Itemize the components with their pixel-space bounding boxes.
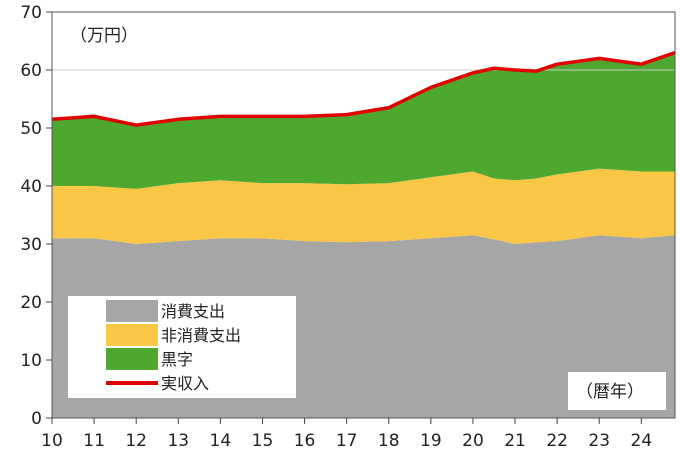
legend-label: 実収入	[161, 374, 209, 393]
x-axis: 10 11 12 13 14 15 16 17 18 19 20 21 22 23 24	[41, 418, 652, 451]
y-tick-label: 0	[31, 409, 42, 429]
x-tick-label: 18	[378, 431, 400, 451]
legend-label: 黒字	[161, 350, 193, 369]
legend-swatch	[106, 381, 158, 385]
x-tick-label: 20	[462, 431, 484, 451]
legend-label: 非消費支出	[161, 326, 241, 345]
y-tick-label: 30	[20, 235, 42, 255]
legend-label: 消費支出	[161, 302, 225, 321]
series-area-非消費支出	[52, 168, 675, 244]
y-tick-label: 20	[20, 293, 42, 313]
y-axis: 0 10 20 30 40 50 60 70	[20, 3, 52, 429]
plot-frame	[51, 11, 676, 419]
x-tick-label: 11	[83, 431, 105, 451]
x-tick-label: 10	[41, 431, 63, 451]
y-tick-label: 40	[20, 177, 42, 197]
x-tick-label: 16	[294, 431, 316, 451]
series-line-実収入	[51, 50, 676, 127]
x-tick-label: 15	[252, 431, 274, 451]
legend-swatch	[106, 324, 158, 346]
x-tick-label: 22	[546, 431, 568, 451]
legend-swatch	[106, 300, 158, 322]
x-tick-label: 21	[504, 431, 526, 451]
y-tick-label: 10	[20, 351, 42, 371]
series-area-黒字	[52, 52, 675, 189]
x-tick-label: 19	[420, 431, 442, 451]
x-unit-label: （暦年）	[576, 382, 644, 402]
y-tick-label: 70	[20, 3, 42, 23]
x-tick-label: 14	[210, 431, 232, 451]
x-tick-label: 23	[588, 431, 610, 451]
x-unit-box	[568, 372, 666, 410]
x-tick-label: 12	[125, 431, 147, 451]
unit-label: （万円）	[70, 26, 138, 46]
legend-swatch	[106, 348, 158, 370]
x-tick-label: 24	[631, 431, 653, 451]
y-tick-label: 50	[20, 119, 42, 139]
y-tick-label: 60	[20, 61, 42, 81]
x-tick-label: 13	[167, 431, 189, 451]
x-tick-label: 17	[336, 431, 358, 451]
